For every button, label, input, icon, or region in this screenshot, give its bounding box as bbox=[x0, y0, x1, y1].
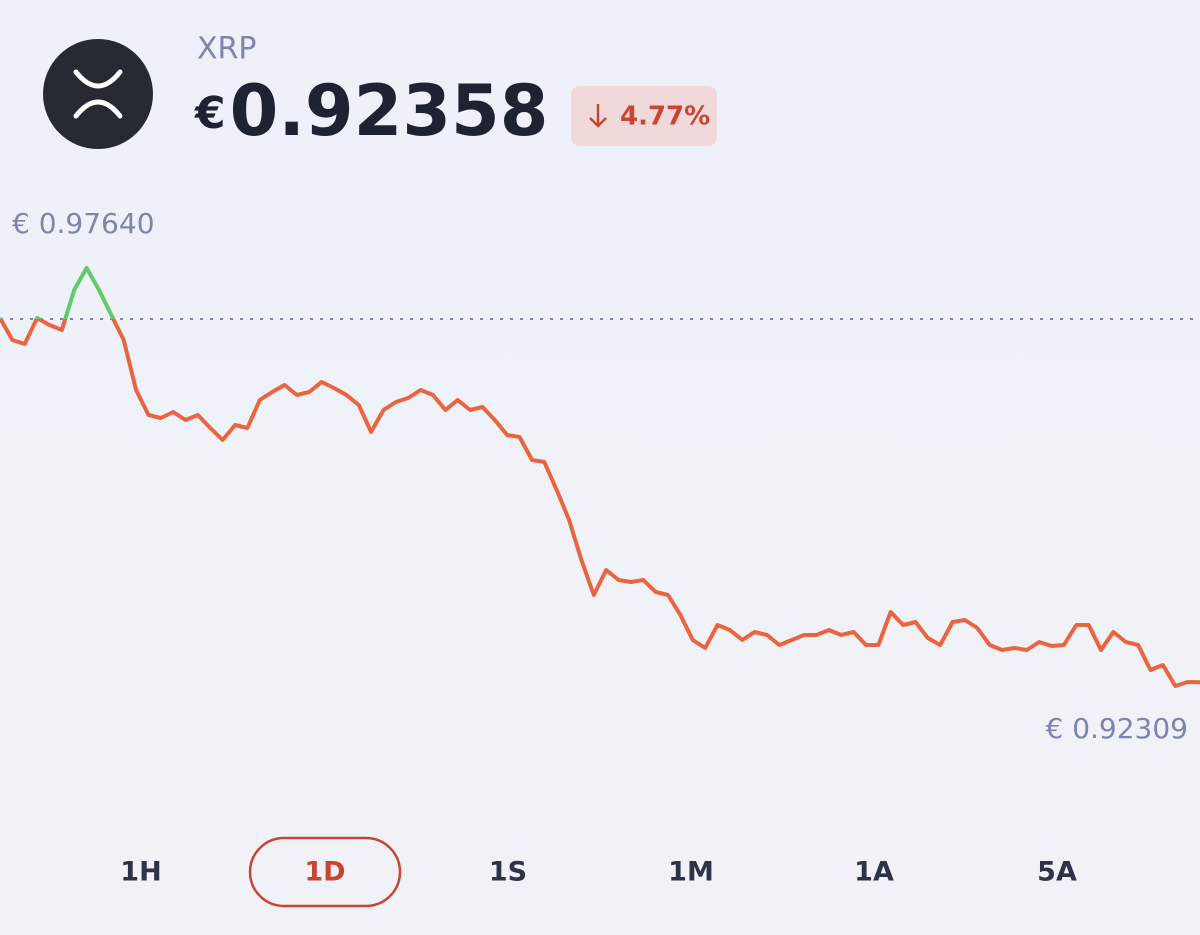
low-label: € 0.92309 bbox=[1045, 712, 1188, 745]
range-tab[interactable]: 1D bbox=[304, 857, 345, 888]
price-value: 0.92358 bbox=[230, 70, 549, 152]
range-tabs[interactable]: 1H 1D 1S 1M 1A 5A bbox=[120, 836, 1077, 908]
chart bbox=[0, 266, 1200, 688]
high-label: € 0.97640 bbox=[12, 207, 155, 240]
change-badge: 4.77% bbox=[571, 86, 717, 146]
range-tab[interactable]: 1M bbox=[668, 857, 714, 888]
asset-icon bbox=[43, 39, 153, 149]
range-tab[interactable]: 1A bbox=[854, 857, 894, 888]
asset-name: XRP bbox=[197, 32, 257, 67]
change-value: 4.77% bbox=[620, 102, 710, 132]
range-tab[interactable]: 1S bbox=[489, 857, 527, 888]
range-tab[interactable]: 5A bbox=[1037, 857, 1077, 888]
price: €0.92358 bbox=[194, 70, 548, 152]
range-tab[interactable]: 1H bbox=[120, 857, 161, 888]
currency: € bbox=[194, 88, 226, 139]
price-line bbox=[0, 266, 1200, 688]
tab-selected-outline[interactable] bbox=[248, 836, 402, 908]
